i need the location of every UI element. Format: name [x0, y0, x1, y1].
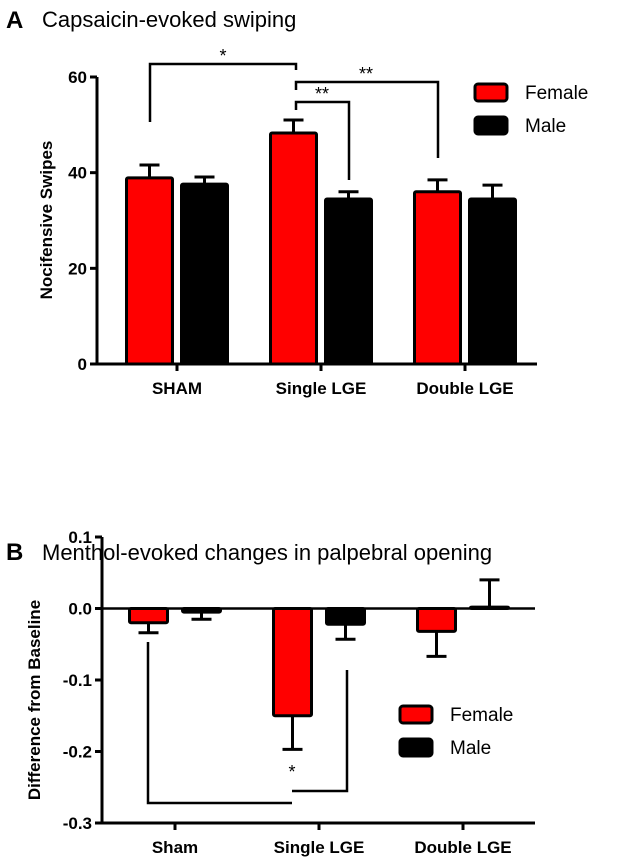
bar-female	[128, 607, 169, 625]
legend-label-male: Male	[525, 116, 566, 137]
legend-swatch-male	[398, 737, 434, 758]
y-tick-label: 0	[78, 355, 87, 374]
significance-label: **	[315, 84, 329, 104]
bar-male	[468, 197, 517, 366]
panel-a-label: A	[6, 7, 23, 34]
x-tick-label: Double LGE	[416, 379, 513, 398]
x-tick-label: Single LGE	[274, 838, 365, 857]
x-tick-label: Sham	[152, 838, 198, 857]
legend-label-female: Female	[525, 83, 588, 104]
panel-a-y-axis-label: Nocifensive Swipes	[37, 141, 56, 300]
bar-female	[413, 190, 462, 366]
bar-male	[324, 197, 373, 366]
panel-a: A Capsaicin-evoked swiping Nocifensive S…	[6, 7, 588, 398]
significance-bracket	[294, 100, 351, 180]
bar-female	[125, 176, 174, 366]
legend-swatch-female	[473, 82, 509, 103]
significance-bracket	[294, 80, 440, 158]
significance-bracket	[148, 62, 298, 122]
significance-label: **	[359, 64, 373, 84]
bar-male	[469, 605, 510, 611]
panel-b-y-axis-label: Difference from Baseline	[25, 600, 44, 800]
bar-male	[181, 607, 222, 614]
panel-b-title: Menthol-evoked changes in palpebral open…	[42, 540, 492, 565]
legend-swatch-male	[473, 115, 509, 136]
y-tick-label: -0.3	[63, 814, 92, 833]
significance-label: *	[288, 762, 295, 782]
significance-label: *	[219, 46, 226, 66]
panel-b-label: B	[6, 539, 23, 566]
x-tick-label: SHAM	[152, 379, 202, 398]
y-tick-label: -0.2	[63, 743, 92, 762]
y-tick-label: 60	[68, 68, 87, 87]
y-tick-label: -0.1	[63, 671, 92, 690]
bar-female	[272, 607, 313, 718]
y-tick-label: 0.1	[68, 528, 92, 547]
panel-a-title: Capsaicin-evoked swiping	[42, 7, 296, 32]
x-tick-label: Double LGE	[414, 838, 511, 857]
y-tick-label: 0.0	[68, 600, 92, 619]
bar-female	[269, 131, 318, 366]
legend-swatch-female	[398, 704, 434, 725]
legend-label-female: Female	[450, 705, 513, 726]
x-tick-label: Single LGE	[276, 379, 367, 398]
bar-male	[180, 182, 229, 366]
panel-b: B Menthol-evoked changes in palpebral op…	[6, 528, 535, 857]
bar-female	[416, 607, 457, 633]
y-tick-label: 40	[68, 164, 87, 183]
significance-bracket	[146, 642, 292, 805]
legend-label-male: Male	[450, 738, 491, 759]
significance-bracket	[292, 670, 349, 793]
bar-male	[325, 607, 366, 626]
y-tick-label: 20	[68, 259, 87, 278]
